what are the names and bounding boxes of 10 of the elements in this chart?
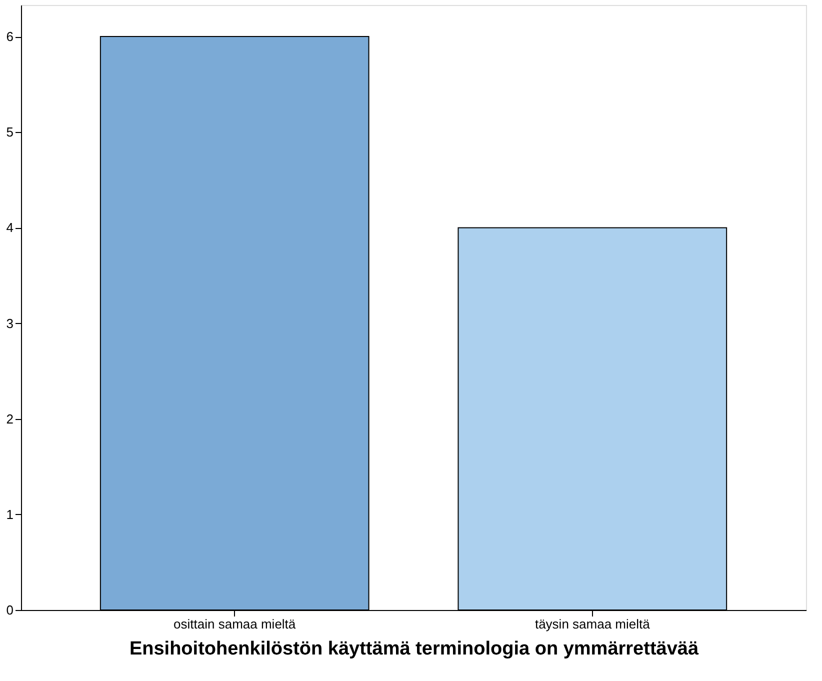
y-tick-label: 6 <box>6 29 14 44</box>
x-tick-label: osittain samaa mieltä <box>174 616 296 632</box>
y-tick-label: 2 <box>6 411 14 426</box>
x-tick-label: täysin samaa mieltä <box>534 616 651 632</box>
y-tick-label: 4 <box>6 220 14 236</box>
y-tick-label: 0 <box>6 602 14 618</box>
y-tick-label: 1 <box>6 506 14 522</box>
y-tick-label: 3 <box>6 316 14 331</box>
x-axis-title: Ensihoitohenkilöstön käyttämä terminologia on ymmärrettävää <box>129 638 699 660</box>
y-tick-label: 5 <box>6 124 14 140</box>
